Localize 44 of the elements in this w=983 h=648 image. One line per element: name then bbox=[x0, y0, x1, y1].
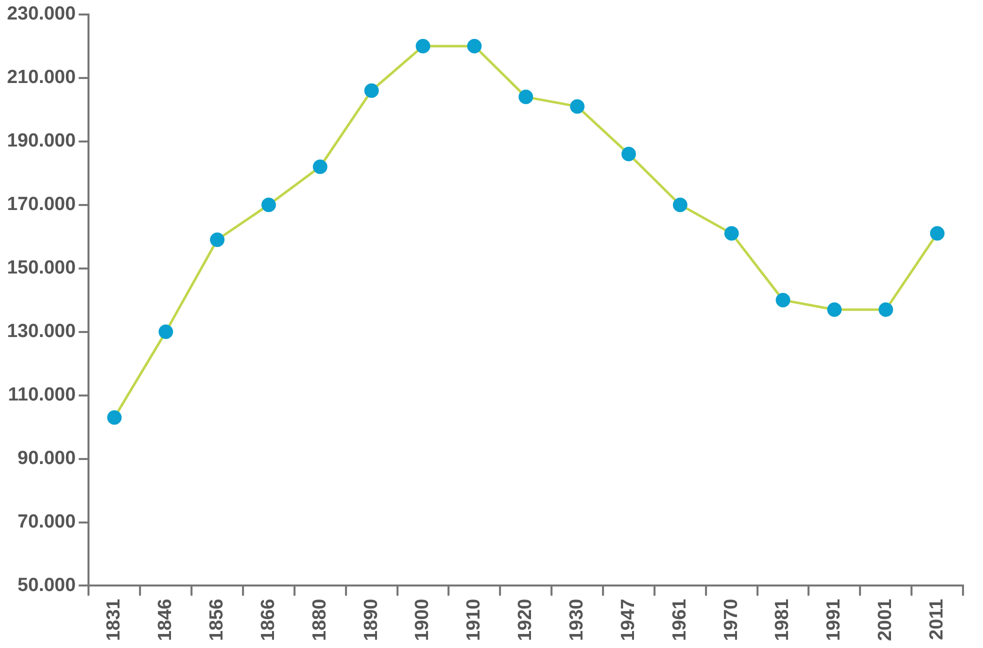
x-tick-label: 1866 bbox=[258, 598, 279, 642]
y-tick-label: 50.000 bbox=[18, 574, 76, 596]
x-tick-label: 1900 bbox=[412, 598, 434, 642]
x-tick-label: 2011 bbox=[926, 598, 948, 640]
point bbox=[416, 38, 430, 54]
x-tick-label: 1981 bbox=[772, 598, 794, 642]
y-tick-label: 170.000 bbox=[6, 194, 76, 216]
point bbox=[158, 324, 174, 340]
y-tick-label: 110.000 bbox=[8, 384, 76, 406]
point bbox=[827, 302, 842, 317]
point bbox=[518, 90, 534, 104]
point bbox=[776, 292, 790, 308]
point bbox=[467, 38, 482, 54]
x-tick-label: 1880 bbox=[309, 598, 330, 642]
point bbox=[724, 226, 739, 241]
y-tick-label: 230.000 bbox=[6, 4, 76, 25]
x-tick-label: 1910 bbox=[464, 598, 485, 642]
y-tick-label: 90.000 bbox=[18, 448, 76, 470]
y-tick-label: 150.000 bbox=[6, 258, 76, 279]
x-tick-label: 1831 bbox=[104, 598, 125, 642]
y-tick-label: 210.000 bbox=[6, 67, 76, 88]
point bbox=[930, 226, 945, 241]
x-tick-label: 1846 bbox=[155, 598, 176, 642]
point bbox=[312, 160, 328, 174]
x-tick-label: 1920 bbox=[515, 598, 536, 642]
point bbox=[364, 83, 379, 98]
x-tick-label: 1991 bbox=[824, 598, 845, 642]
point bbox=[261, 198, 276, 212]
point bbox=[107, 410, 122, 425]
x-tick-label: 1961 bbox=[669, 598, 690, 642]
y-tick-label: 130.000 bbox=[6, 321, 76, 342]
y-tick-label: 70.000 bbox=[18, 511, 76, 532]
x-tick-label: 2001 bbox=[875, 598, 896, 642]
x-tick-label: 1930 bbox=[566, 598, 588, 642]
point bbox=[570, 99, 585, 114]
point bbox=[621, 146, 636, 162]
x-tick-label: 1947 bbox=[618, 598, 639, 642]
point bbox=[672, 198, 688, 212]
point bbox=[878, 302, 894, 317]
x-tick-label: 1970 bbox=[720, 598, 742, 642]
y-tick-label: 190.000 bbox=[6, 130, 76, 152]
point bbox=[210, 232, 225, 248]
x-tick-label: 1890 bbox=[360, 598, 382, 642]
x-tick-label: 1856 bbox=[206, 598, 228, 642]
